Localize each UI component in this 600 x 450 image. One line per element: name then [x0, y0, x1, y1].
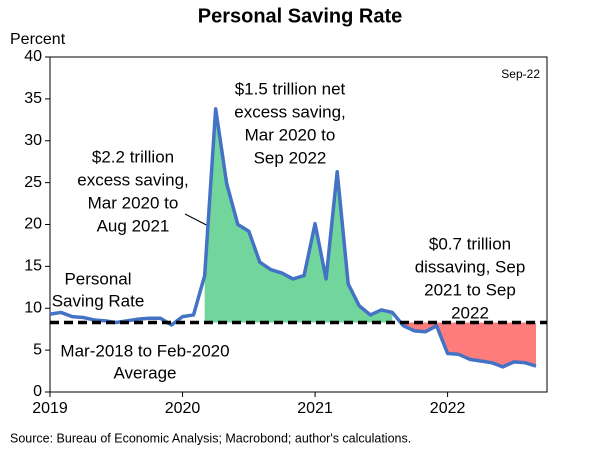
x-tick-label: 2019: [32, 400, 68, 417]
area-label: dissaving, Sep: [415, 257, 526, 276]
y-tick-label: 0: [33, 383, 42, 400]
y-tick-label: 10: [24, 299, 42, 316]
area-label: excess saving,: [77, 170, 189, 189]
annotation: excess saving,: [234, 102, 346, 121]
reference-label: Average: [113, 363, 176, 382]
area-label: Aug 2021: [97, 216, 170, 235]
x-tick-label: 2021: [297, 400, 333, 417]
y-tick-label: 5: [33, 341, 42, 358]
annotation: Sep 2022: [254, 148, 327, 167]
area-label: $0.7 trillion: [429, 234, 511, 253]
y-tick-label: 35: [24, 90, 42, 107]
series-label: Personal: [64, 269, 131, 288]
x-tick-label: 2020: [165, 400, 201, 417]
y-tick-label: 15: [24, 258, 42, 275]
reference-label: Mar-2018 to Feb-2020: [60, 341, 229, 360]
y-axis-label: Percent: [10, 31, 66, 48]
series-label: Saving Rate: [52, 291, 145, 310]
x-tick-label: 2022: [430, 400, 466, 417]
chart-title: Personal Saving Rate: [198, 5, 403, 27]
area-label: 2022: [451, 303, 489, 322]
source: Source: Bureau of Economic Analysis; Mac…: [10, 431, 411, 445]
y-tick-label: 20: [24, 216, 42, 233]
date-note: Sep-22: [501, 67, 540, 81]
area-label: $2.2 trillion: [92, 147, 174, 166]
annotation: $1.5 trillion net: [235, 79, 346, 98]
area-label: 2021 to Sep: [424, 280, 516, 299]
series-line: [49, 107, 537, 369]
annotation: Mar 2020 to: [245, 125, 336, 144]
area-label: Mar 2020 to: [88, 193, 179, 212]
y-tick-label: 30: [24, 132, 42, 149]
y-tick-label: 40: [24, 48, 42, 65]
shaded-area: [403, 322, 536, 367]
y-tick-label: 25: [24, 174, 42, 191]
